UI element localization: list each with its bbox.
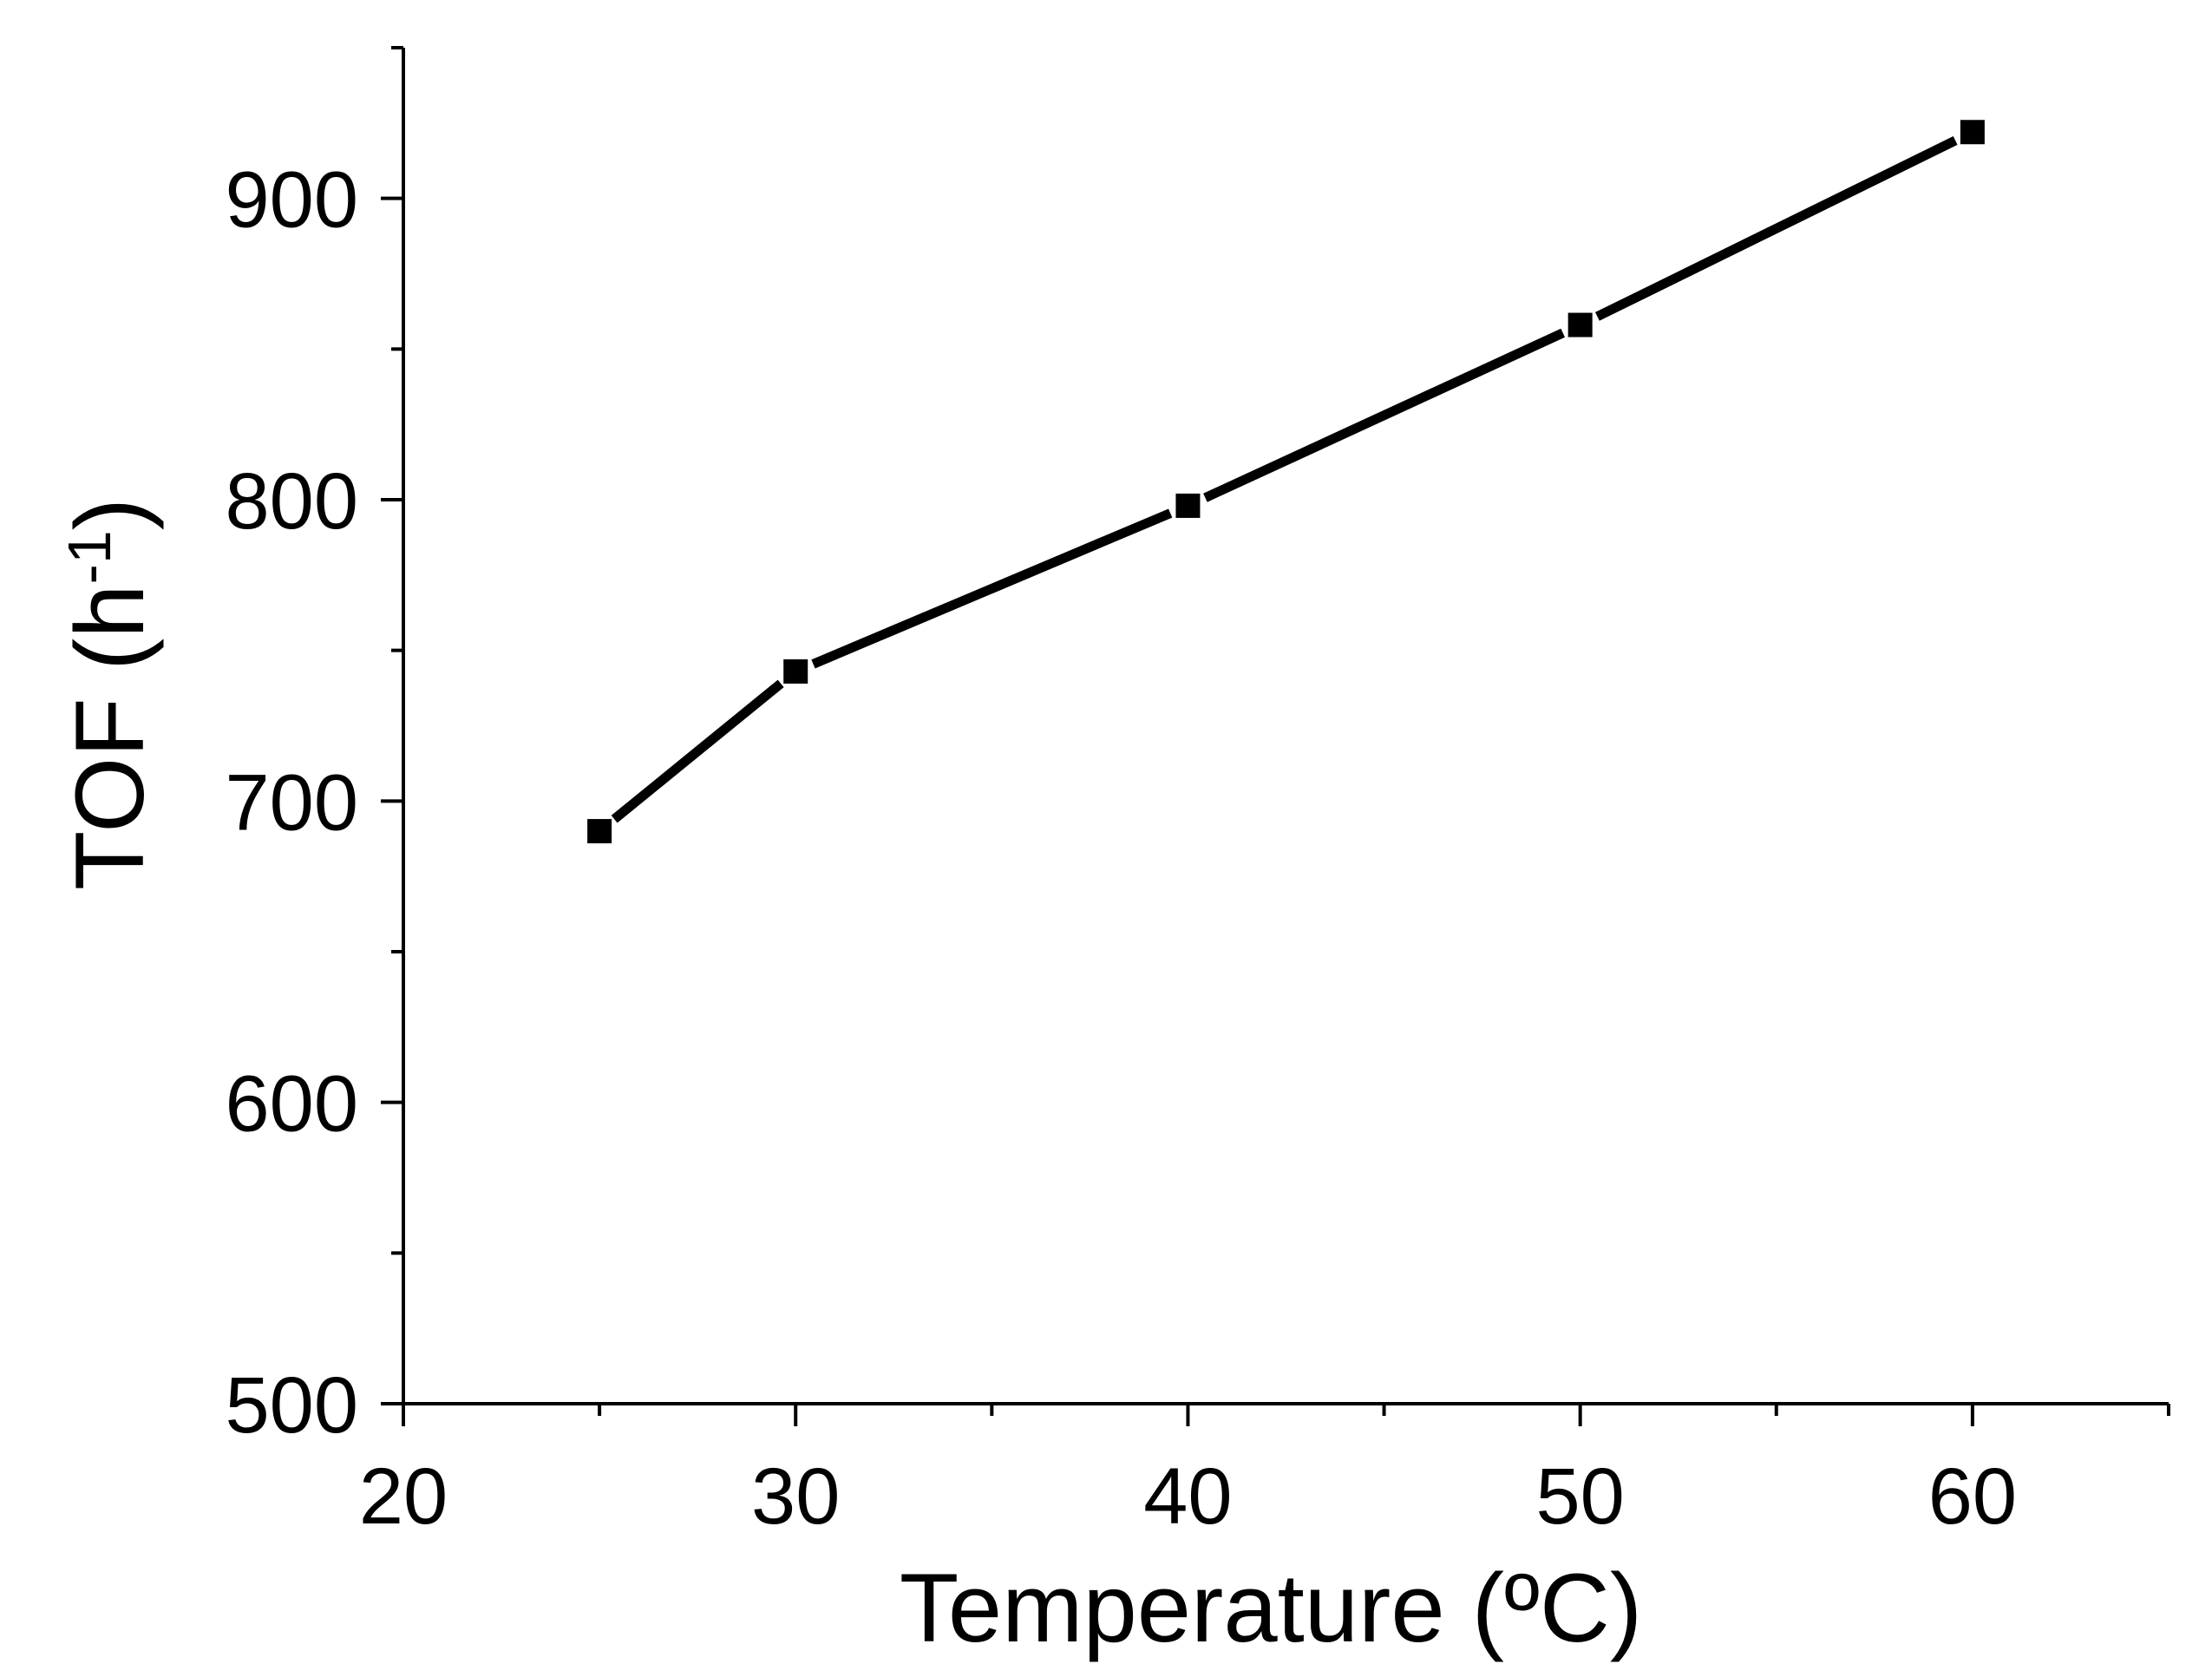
data-point-marker xyxy=(1567,312,1593,337)
axes xyxy=(402,48,2169,1405)
data-point-marker xyxy=(783,658,808,684)
series-line-segment xyxy=(811,508,1173,669)
y-axis-title-superscript: -1 xyxy=(56,530,123,584)
x-tick-label: 40 xyxy=(1143,1452,1232,1541)
y-axis-title-main: TOF (h xyxy=(56,584,164,890)
y-tick-label: 900 xyxy=(226,156,359,245)
x-tick-label: 30 xyxy=(751,1452,840,1541)
data-point-marker xyxy=(1175,493,1201,518)
data-series xyxy=(587,120,1985,844)
series-line-segment xyxy=(1594,136,1958,321)
x-axis-title: Temperature (ºC) xyxy=(900,1554,1642,1662)
y-tick-label: 800 xyxy=(226,457,359,546)
y-tick-label: 600 xyxy=(226,1060,359,1149)
series-line-segment xyxy=(1203,328,1565,502)
x-tick-label: 20 xyxy=(359,1452,448,1541)
data-point-marker xyxy=(1960,120,1985,145)
x-tick-label: 60 xyxy=(1928,1452,2017,1541)
y-tick-label: 500 xyxy=(226,1361,359,1450)
y-axis-title-close: ) xyxy=(56,498,164,530)
x-tick-label: 50 xyxy=(1535,1452,1624,1541)
tick-labels: 20 30 40 50 60 500 600 700 800 900 xyxy=(226,156,2018,1541)
y-axis-title: TOF (h-1) xyxy=(56,498,164,890)
y-tick-label: 700 xyxy=(226,758,359,847)
series-line-segment xyxy=(611,679,784,823)
ticks xyxy=(381,46,2170,1426)
data-point-marker xyxy=(587,819,612,844)
